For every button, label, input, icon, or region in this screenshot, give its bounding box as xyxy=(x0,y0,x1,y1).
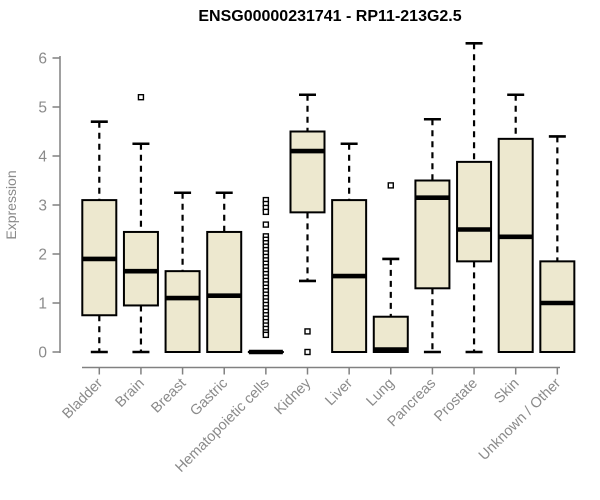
y-tick-label: 3 xyxy=(38,198,47,215)
boxplot-brain xyxy=(122,93,159,354)
y-axis-title: Expression xyxy=(3,170,19,239)
y-tick-label: 5 xyxy=(38,100,47,117)
iqr-box xyxy=(456,160,493,263)
iqr-box xyxy=(122,230,159,307)
x-tick-label-kidney: Kidney xyxy=(272,375,315,418)
y-tick-label: 2 xyxy=(38,247,47,264)
boxplot-bladder xyxy=(81,120,118,354)
outlier-point xyxy=(304,328,311,335)
outlier-point xyxy=(262,208,270,216)
boxplot-skin xyxy=(497,93,534,353)
outlier-point xyxy=(262,331,270,339)
boxplot-liver xyxy=(331,142,368,353)
outlier-point xyxy=(304,348,311,356)
iqr-box xyxy=(289,130,326,214)
boxplot-hematopoietic-cells xyxy=(247,196,284,355)
outlier-point xyxy=(262,221,270,228)
y-tick-label: 0 xyxy=(38,345,47,362)
iqr-box xyxy=(206,230,243,353)
x-tick-label-bladder: Bladder xyxy=(59,375,106,422)
boxplot-unknown-other xyxy=(539,135,576,354)
y-axis: 0 1 2 3 4 5 6 Expression xyxy=(3,51,61,362)
x-tick-label-brain: Brain xyxy=(113,376,148,411)
boxplot-kidney xyxy=(289,93,326,356)
outlier-point xyxy=(387,182,394,189)
x-tick-label-prostate: Prostate xyxy=(431,376,480,425)
outlier-point xyxy=(137,93,145,101)
boxplot-pancreas xyxy=(414,117,451,354)
x-tick-label-skin: Skin xyxy=(491,376,522,407)
x-tick-label-liver: Liver xyxy=(322,375,356,409)
boxplot-lung xyxy=(372,182,409,353)
y-tick-label: 6 xyxy=(38,51,47,68)
boxplot-gastric xyxy=(206,191,243,353)
chart-title: ENSG00000231741 - RP11-213G2.5 xyxy=(198,8,462,25)
x-tick-label-breast: Breast xyxy=(148,376,189,417)
boxplot-breast xyxy=(164,191,201,353)
iqr-box xyxy=(372,315,409,353)
iqr-box xyxy=(164,270,201,353)
x-tick-label-lung: Lung xyxy=(363,376,397,410)
boxplot-prostate xyxy=(456,41,493,354)
y-tick-label: 4 xyxy=(38,149,47,166)
y-tick-label: 1 xyxy=(38,296,47,313)
iqr-box xyxy=(539,260,576,354)
iqr-box xyxy=(497,137,534,353)
